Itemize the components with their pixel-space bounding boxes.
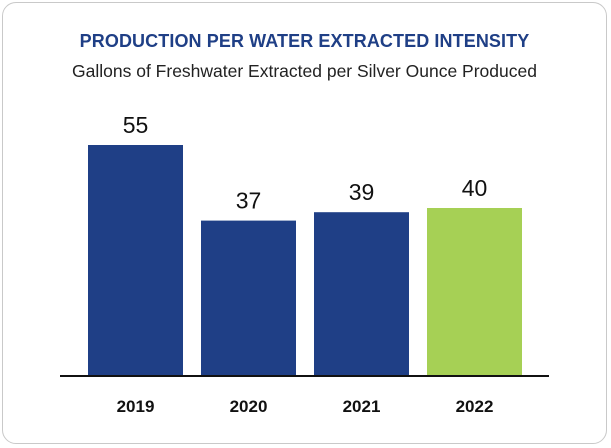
bar-2022 <box>427 208 522 376</box>
chart-subtitle: Gallons of Freshwater Extracted per Silv… <box>72 61 537 81</box>
chart-title: PRODUCTION PER WATER EXTRACTED INTENSITY <box>79 31 530 51</box>
data-label-2019: 55 <box>123 112 149 138</box>
data-label-2020: 37 <box>236 188 262 214</box>
data-label-2022: 40 <box>462 175 488 201</box>
data-label-2021: 39 <box>349 179 375 205</box>
x-tick-label-2020: 2020 <box>230 397 268 416</box>
bar-2021 <box>314 212 409 376</box>
bar-2019 <box>88 145 183 376</box>
x-tick-label-2022: 2022 <box>456 397 494 416</box>
bar-2020 <box>201 220 296 376</box>
x-tick-label-2021: 2021 <box>343 397 381 416</box>
x-tick-label-2019: 2019 <box>117 397 155 416</box>
